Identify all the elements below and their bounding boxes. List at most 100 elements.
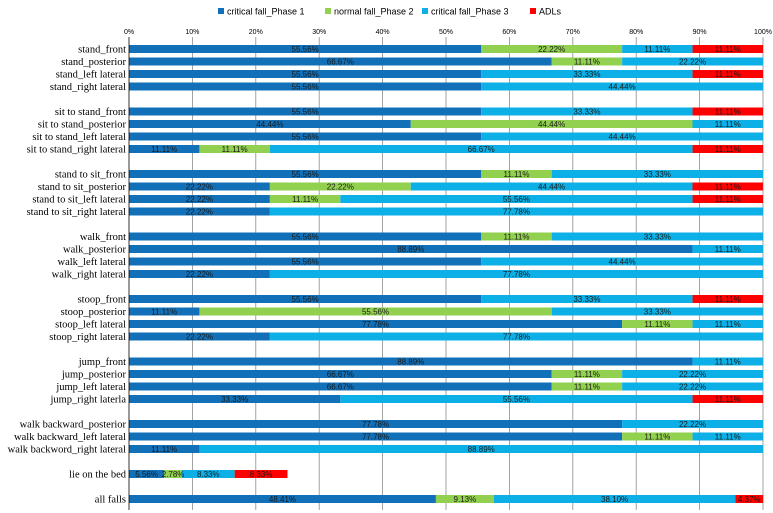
data-label: 77.78%: [362, 320, 389, 329]
category-label: walk backword_right lateral: [8, 445, 126, 456]
bar-segment: [692, 432, 763, 441]
bar-segment: [129, 232, 482, 241]
bar-segment: [692, 145, 763, 153]
bar-segment: [481, 170, 552, 178]
data-label: 66.67%: [327, 383, 354, 392]
data-label: 11.11%: [644, 433, 670, 442]
data-label: 88.89%: [397, 245, 424, 254]
data-label: 66.67%: [468, 145, 495, 154]
data-label: 66.67%: [327, 58, 354, 67]
data-label: 11.11%: [715, 433, 741, 442]
data-label: 11.11%: [151, 445, 177, 454]
category-label: walk_posterior: [63, 245, 126, 256]
bar-segment: [692, 107, 763, 116]
bar-segment: [199, 307, 552, 316]
data-label: 22.22%: [679, 420, 706, 429]
bar-segment: [735, 495, 764, 503]
x-tick-label: 0%: [124, 29, 134, 36]
data-label: 88.89%: [397, 358, 424, 367]
data-label: 11.11%: [715, 183, 741, 192]
bar-segment: [692, 395, 763, 403]
bar-segment: [410, 120, 693, 128]
data-label: 11.11%: [644, 45, 670, 54]
data-label: 11.11%: [574, 370, 600, 379]
legend-swatch: [530, 8, 536, 14]
data-label: 11.11%: [715, 395, 741, 404]
data-label: 33.33%: [221, 395, 248, 404]
data-label: 33.33%: [573, 108, 600, 117]
data-label: 11.11%: [574, 383, 600, 392]
bar-segment: [692, 295, 763, 303]
x-tick-label: 50%: [439, 29, 453, 36]
data-label: 22.22%: [327, 183, 354, 192]
data-label: 48.41%: [269, 495, 296, 504]
category-label: stoop_front: [78, 295, 126, 306]
bar-segment: [622, 420, 763, 428]
legend-label: critical fall_Phase 3: [431, 7, 509, 17]
bar-segment: [269, 332, 763, 341]
data-label: 22.22%: [186, 195, 213, 204]
data-label: 2.78%: [162, 470, 185, 479]
bar-segment: [164, 470, 182, 478]
bar-segment: [551, 232, 763, 241]
bar-segment: [692, 357, 763, 366]
data-label: 11.11%: [715, 358, 741, 367]
data-label: 55.56%: [292, 258, 319, 267]
bar-segment: [129, 207, 270, 216]
category-label: jump_left lateral: [55, 382, 126, 393]
bar-segment: [692, 70, 763, 78]
data-label: 55.56%: [362, 308, 389, 317]
data-label: 77.78%: [503, 333, 530, 342]
data-labels: 55.56% 22.22% 11.11% 11.11% 66.67% 11.11% 22.2…: [135, 45, 760, 504]
data-label: 11.11%: [151, 308, 177, 317]
bar-segment: [129, 332, 270, 341]
bar-segment: [622, 382, 763, 391]
data-label: 11.11%: [715, 108, 741, 117]
bar-segment: [129, 295, 482, 303]
bar-segment: [269, 182, 411, 191]
data-label: 5.56%: [135, 470, 158, 479]
bar-segment: [129, 445, 200, 453]
bar-segment: [481, 257, 763, 266]
data-label: 77.78%: [503, 270, 530, 279]
bar-segment: [692, 245, 763, 253]
bar-segment: [340, 395, 693, 403]
chart-legend: critical fall_Phase 1 normal fall_Phase 2…: [218, 7, 562, 17]
bar-segment: [692, 195, 763, 203]
bar-segment: [129, 395, 341, 403]
bar-segment: [269, 207, 763, 216]
data-label: 44.44%: [609, 83, 636, 92]
category-label: walk backward_left lateral: [14, 432, 126, 443]
bar-segment: [129, 382, 552, 391]
bar-segment: [129, 245, 693, 253]
bar-segment: [692, 182, 763, 191]
category-label: stand to sit_front: [55, 170, 126, 181]
bar-segment: [269, 145, 693, 153]
bar-segment: [269, 195, 341, 203]
data-label: 11.11%: [715, 45, 741, 54]
bar-segment: [551, 307, 763, 316]
data-label: 22.22%: [679, 370, 706, 379]
bar-segment: [129, 170, 482, 178]
data-label: 66.67%: [327, 370, 354, 379]
data-label: 44.44%: [538, 120, 565, 129]
data-label: 22.22%: [538, 45, 565, 54]
data-label: 22.22%: [186, 183, 213, 192]
bar-segment: [129, 270, 270, 278]
bar-segment: [481, 82, 763, 91]
data-label: 11.11%: [503, 233, 529, 242]
data-label: 44.44%: [609, 133, 636, 142]
category-label: sit to stand_front: [55, 107, 126, 118]
bar-segment: [234, 470, 288, 478]
data-label: 11.11%: [503, 170, 529, 179]
bar-segment: [481, 45, 623, 53]
bar-segment: [129, 182, 270, 191]
bar-segment: [129, 195, 270, 203]
data-label: 55.56%: [503, 395, 530, 404]
category-label: walk_left lateral: [57, 257, 126, 268]
data-label: 55.56%: [292, 170, 319, 179]
data-label: 55.56%: [503, 195, 530, 204]
data-label: 55.56%: [292, 83, 319, 92]
